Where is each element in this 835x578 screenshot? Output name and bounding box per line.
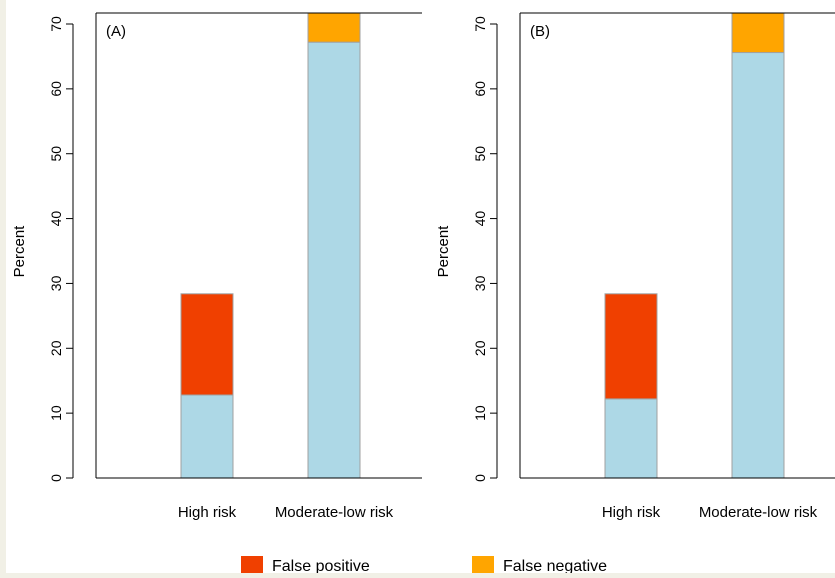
bar-false-positive-high-risk bbox=[180, 293, 234, 396]
legend-label-false-positive: False positive bbox=[272, 558, 370, 573]
y-axis-title: Percent bbox=[11, 225, 28, 278]
y-tick-label-0: 0 bbox=[48, 474, 64, 482]
x-category-label-moderate-low-risk: Moderate-low risk bbox=[699, 504, 818, 521]
figure: 0 10 20 30 40 50 60 70 Percent (A) High risk Modera… bbox=[6, 0, 835, 575]
legend-swatch-false-positive bbox=[241, 556, 263, 573]
chart-panel-b: 0 10 20 30 40 50 60 70 Percent (B) High risk Modera… bbox=[435, 12, 835, 521]
y-tick-label-70: 70 bbox=[472, 16, 488, 32]
y-tick-label-30: 30 bbox=[48, 275, 64, 291]
bar-true-moderate-low-risk bbox=[307, 41, 361, 479]
chart-svg: 0 10 20 30 40 50 60 70 Percent (A) High risk Modera… bbox=[11, 12, 835, 575]
legend-swatch-false-negative bbox=[472, 556, 494, 573]
y-axis-title: Percent bbox=[435, 225, 452, 278]
bar-false-negative-moderate-low-risk bbox=[731, 12, 785, 54]
y-tick-label-60: 60 bbox=[472, 81, 488, 97]
y-tick-label-0: 0 bbox=[472, 474, 488, 482]
chart-panel-a: 0 10 20 30 40 50 60 70 Percent (A) High risk Modera… bbox=[11, 12, 422, 521]
bar-true-high-risk bbox=[604, 398, 658, 479]
x-category-label-moderate-low-risk: Moderate-low risk bbox=[275, 504, 394, 521]
bar-false-negative-moderate-low-risk bbox=[307, 12, 361, 43]
y-tick-label-30: 30 bbox=[472, 275, 488, 291]
bar-false-positive-high-risk bbox=[604, 293, 658, 400]
legend: False positive False negative bbox=[241, 556, 607, 575]
y-tick-label-10: 10 bbox=[48, 405, 64, 421]
y-tick-label-40: 40 bbox=[472, 211, 488, 227]
y-tick-label-50: 50 bbox=[472, 146, 488, 162]
legend-label-false-negative: False negative bbox=[503, 558, 607, 573]
y-tick-label-70: 70 bbox=[48, 16, 64, 32]
bar-true-moderate-low-risk bbox=[731, 52, 785, 479]
x-category-label-high-risk: High risk bbox=[178, 504, 237, 521]
bar-true-high-risk bbox=[180, 394, 234, 479]
y-tick-label-40: 40 bbox=[48, 211, 64, 227]
y-tick-label-60: 60 bbox=[48, 81, 64, 97]
panel-label: (B) bbox=[530, 23, 550, 40]
panel-label: (A) bbox=[106, 23, 126, 40]
y-tick-label-20: 20 bbox=[472, 340, 488, 356]
y-tick-label-20: 20 bbox=[48, 340, 64, 356]
y-tick-label-10: 10 bbox=[472, 405, 488, 421]
y-tick-label-50: 50 bbox=[48, 146, 64, 162]
x-category-label-high-risk: High risk bbox=[602, 504, 661, 521]
